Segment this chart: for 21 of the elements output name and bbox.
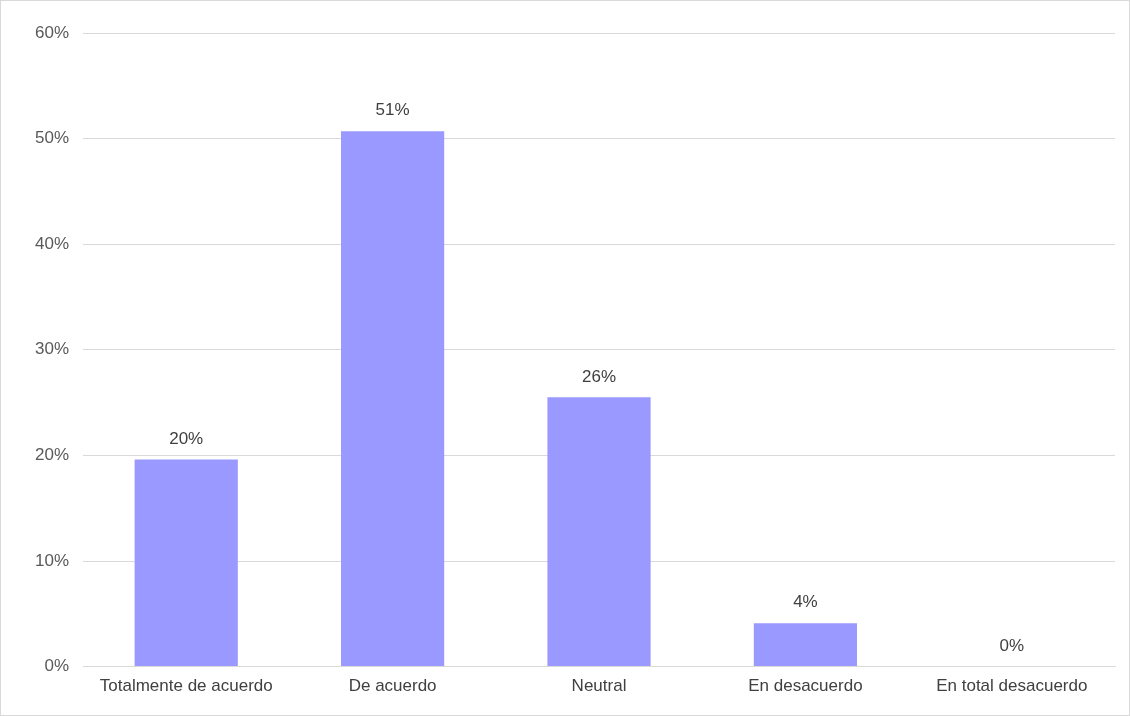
x-tick-label: En desacuerdo xyxy=(748,676,863,696)
x-tick-label: De acuerdo xyxy=(348,676,437,696)
data-label: 0% xyxy=(999,635,1025,655)
y-tick-label: 60% xyxy=(34,22,70,42)
y-tick-label: 50% xyxy=(34,128,70,148)
bar xyxy=(547,397,651,667)
y-tick-label: 30% xyxy=(34,339,70,359)
x-tick-label: Neutral xyxy=(571,676,627,696)
x-tick-label: Totalmente de acuerdo xyxy=(99,676,273,696)
y-tick-label: 40% xyxy=(34,233,70,253)
y-tick-label: 10% xyxy=(34,550,70,570)
bar xyxy=(134,459,238,667)
y-tick-label: 20% xyxy=(34,445,70,465)
data-label: 26% xyxy=(582,366,617,386)
data-label: 4% xyxy=(793,592,818,612)
bar xyxy=(341,131,445,667)
data-label: 20% xyxy=(169,428,204,448)
x-tick-label: En total desacuerdo xyxy=(936,676,1088,696)
bar xyxy=(753,623,858,667)
y-tick-label: 0% xyxy=(44,656,70,676)
data-label: 51% xyxy=(375,100,410,120)
